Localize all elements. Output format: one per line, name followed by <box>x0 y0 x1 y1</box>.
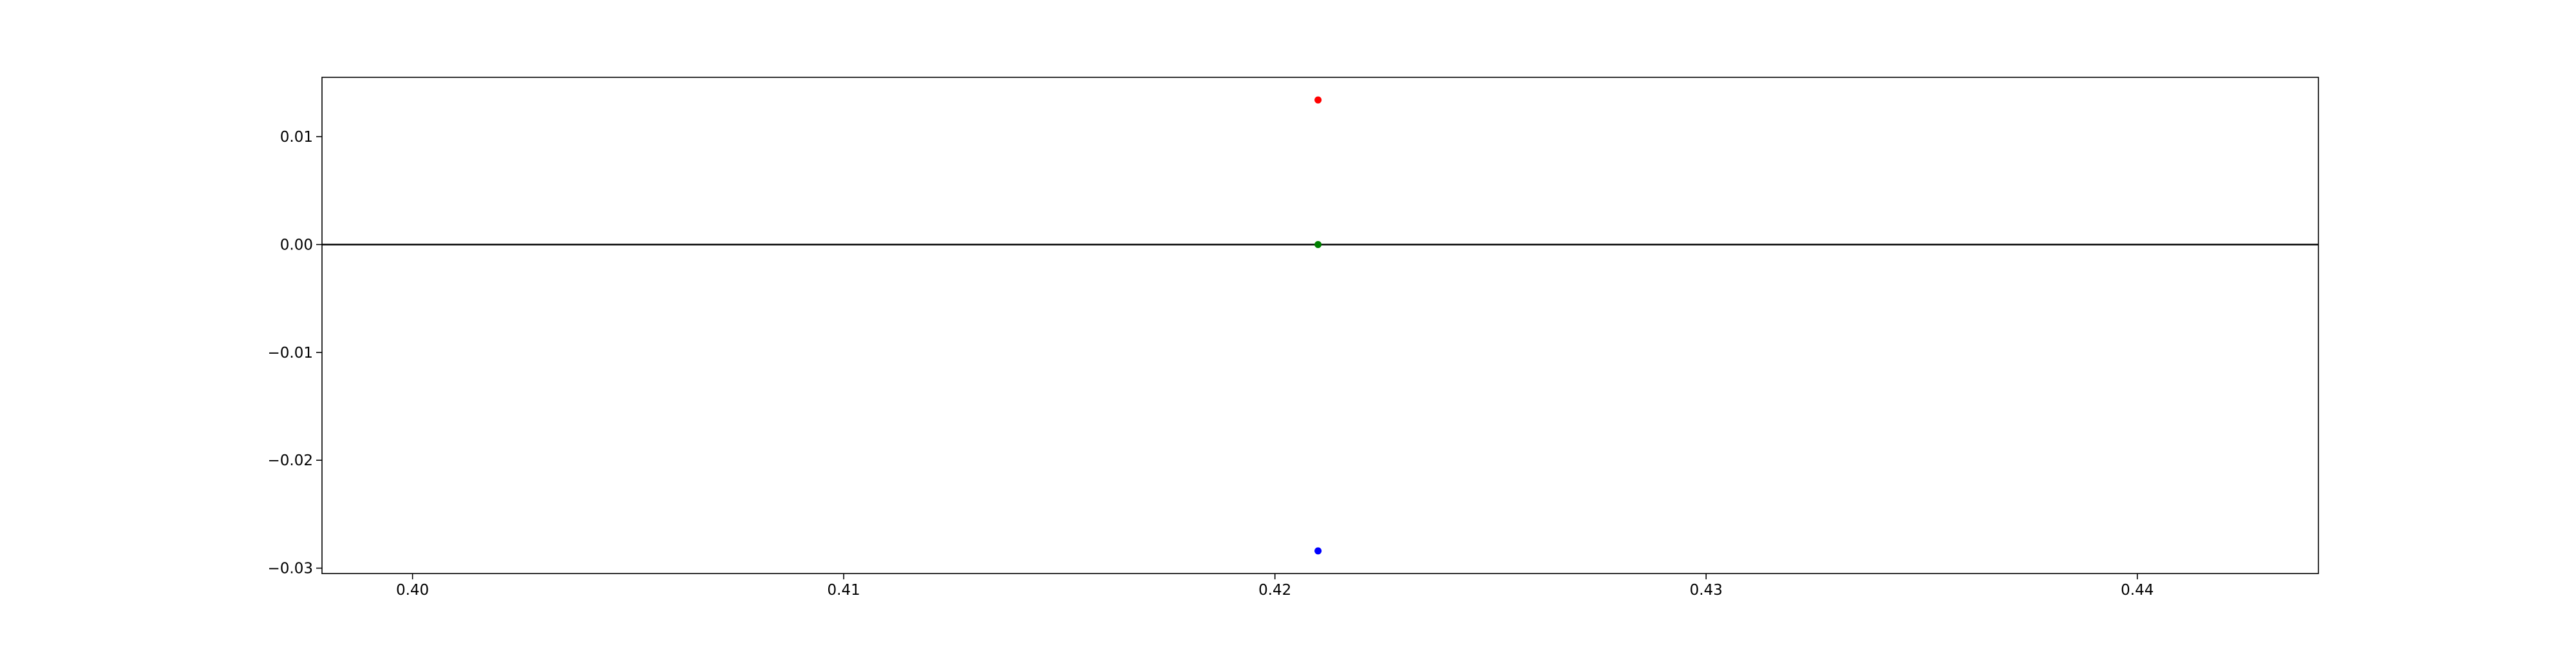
plot-layer <box>322 96 2318 555</box>
data-point-0 <box>1314 96 1322 104</box>
data-point-1 <box>1314 240 1322 248</box>
y-tick-label-4: −0.03 <box>268 561 313 577</box>
axis-layer: 0.40 0.41 0.42 0.43 0.44 0.01 0.00 −0.01 −0.02 −0… <box>268 77 2319 599</box>
x-tick-label-3: 0.43 <box>1690 582 1723 599</box>
x-tick-label-1: 0.41 <box>828 582 860 599</box>
x-tick-label-4: 0.44 <box>2121 582 2154 599</box>
x-tick-label-0: 0.40 <box>396 582 429 599</box>
y-tick-label-1: 0.00 <box>280 237 313 253</box>
y-tick-label-3: −0.02 <box>268 452 313 469</box>
y-tick-label-2: −0.01 <box>268 345 313 362</box>
plot-frame <box>321 77 2319 574</box>
y-tick-label-0: 0.01 <box>280 129 313 146</box>
data-point-2 <box>1314 547 1322 555</box>
x-tick-label-2: 0.42 <box>1258 582 1291 599</box>
